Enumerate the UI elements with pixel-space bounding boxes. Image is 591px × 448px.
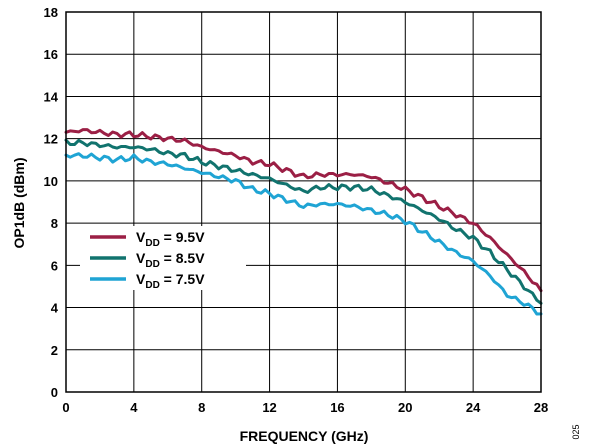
y-tick-label: 8 xyxy=(51,216,58,231)
x-tick-label: 4 xyxy=(130,400,138,415)
y-tick-label: 2 xyxy=(51,343,58,358)
legend-label: VDD = 9.5V xyxy=(136,229,205,249)
y-tick-label: 0 xyxy=(51,385,58,400)
series-line-2 xyxy=(64,138,543,305)
grid xyxy=(65,11,542,393)
y-tick-label: 10 xyxy=(44,174,58,189)
x-tick-label: 20 xyxy=(398,400,412,415)
y-tick-label: 4 xyxy=(51,301,59,316)
y-axis-title: OP1dB (dBm) xyxy=(11,158,27,249)
x-tick-label: 16 xyxy=(330,400,344,415)
legend-label: VDD = 8.5V xyxy=(136,250,205,270)
x-axis-title: FREQUENCY (GHz) xyxy=(240,428,369,444)
y-tick-label: 6 xyxy=(51,258,58,273)
series-line-3 xyxy=(64,152,543,316)
x-tick-label: 0 xyxy=(62,400,69,415)
y-tick-label: 12 xyxy=(44,132,58,147)
x-tick-label: 28 xyxy=(534,400,548,415)
x-tick-label: 24 xyxy=(466,400,481,415)
y-tick-labels: 0 2 4 6 8 10 12 14 16 18 xyxy=(44,5,59,400)
y-tick-label: 16 xyxy=(44,47,58,62)
x-tick-label: 8 xyxy=(198,400,205,415)
legend-label: VDD = 7.5V xyxy=(136,271,205,291)
x-tick-labels: 0 4 8 12 16 20 24 28 xyxy=(62,400,548,415)
x-tick-label: 12 xyxy=(262,400,276,415)
y-tick-label: 14 xyxy=(44,89,59,104)
series-line-1 xyxy=(64,128,543,293)
y-tick-label: 18 xyxy=(44,5,58,20)
plot-frame xyxy=(65,11,542,393)
figure-id: 025 xyxy=(571,424,581,439)
series-lines xyxy=(64,128,543,316)
